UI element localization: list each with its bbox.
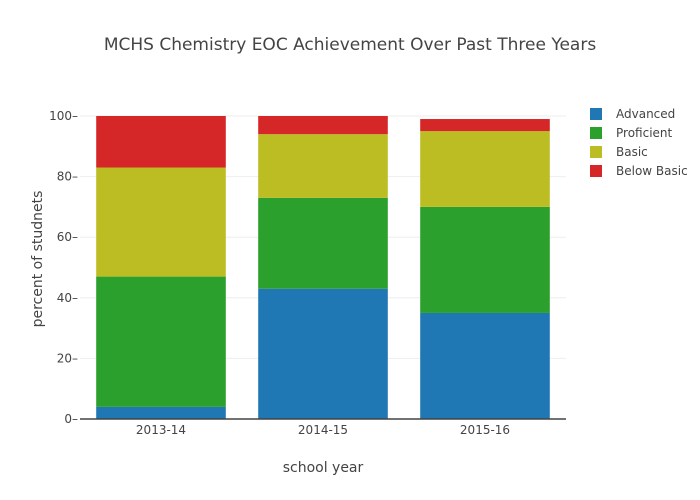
y-tick-label-20: 20– bbox=[57, 351, 78, 365]
y-tick-label-100: 100– bbox=[49, 109, 78, 123]
y-tick-label-80: 80– bbox=[57, 170, 78, 184]
bar-2015-16-advanced bbox=[420, 312, 550, 419]
bar-2014-15-proficient bbox=[258, 197, 388, 289]
bar-2013-14-proficient bbox=[96, 276, 226, 407]
x-axis-title: school year bbox=[283, 460, 364, 476]
y-tick-label-60: 60– bbox=[57, 230, 78, 244]
y-tick-label-0: 0– bbox=[64, 412, 78, 426]
x-tick-label-2015-16: 2015-16 bbox=[460, 423, 510, 437]
legend-swatch-advanced bbox=[590, 108, 602, 120]
x-tick-label-2014-15: 2014-15 bbox=[298, 423, 348, 437]
axis-layer: 0– 20– 40– 60– 80– 100– 2013-14 2014-15 2015-16 bbox=[49, 109, 566, 437]
y-axis-title: percent of studnets bbox=[30, 191, 46, 328]
legend-swatch-below-basic bbox=[590, 165, 602, 177]
bar-2013-14-below-basic bbox=[96, 116, 226, 168]
bar-2013-14-basic bbox=[96, 167, 226, 277]
chart-title: MCHS Chemistry EOC Achievement Over Past… bbox=[104, 35, 597, 55]
bar-2014-15-below-basic bbox=[258, 116, 388, 135]
legend-swatch-basic bbox=[590, 146, 602, 158]
bar-layer bbox=[96, 116, 550, 419]
bar-2014-15-basic bbox=[258, 134, 388, 198]
legend-swatch-proficient bbox=[590, 127, 602, 139]
legend-label-advanced: Advanced bbox=[616, 107, 675, 121]
bar-2015-16-below-basic bbox=[420, 119, 550, 132]
legend-label-below-basic: Below Basic bbox=[616, 164, 688, 178]
legend-label-proficient: Proficient bbox=[616, 126, 673, 140]
legend: Advanced Proficient Basic Below Basic bbox=[590, 107, 688, 178]
x-tick-label-2013-14: 2013-14 bbox=[136, 423, 186, 437]
bar-2015-16-basic bbox=[420, 131, 550, 207]
y-tick-label-40: 40– bbox=[57, 291, 78, 305]
bar-2014-15-advanced bbox=[258, 288, 388, 419]
bar-2013-14-advanced bbox=[96, 406, 226, 419]
bar-2015-16-proficient bbox=[420, 206, 550, 313]
legend-label-basic: Basic bbox=[616, 145, 648, 159]
